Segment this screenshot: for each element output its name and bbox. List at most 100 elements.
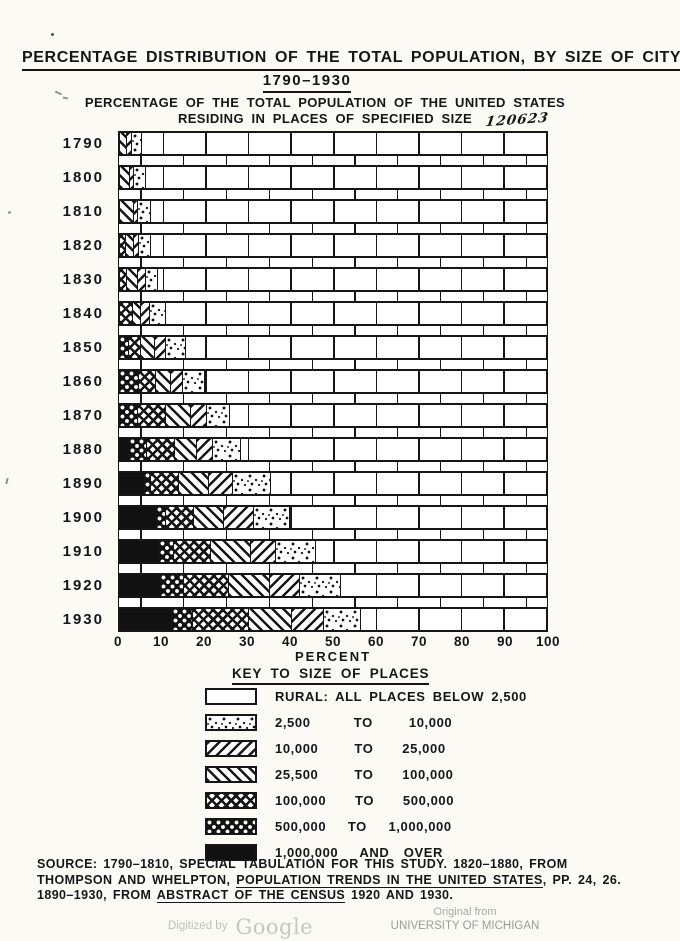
brick-line (183, 190, 185, 199)
segment-k100_500 (147, 439, 176, 460)
bar-1800 (118, 165, 548, 190)
brick-line (268, 496, 270, 505)
brick-line (247, 439, 250, 460)
brick-line (440, 360, 442, 369)
brick-line (290, 235, 292, 256)
brick-line (183, 394, 185, 403)
brick-line (418, 269, 420, 290)
brick-line (397, 292, 399, 301)
brick-line (482, 190, 484, 199)
key-swatch-black-diag-dots (205, 818, 257, 835)
bar-1840 (118, 301, 548, 326)
brick-line (226, 326, 228, 335)
brick-line (205, 303, 207, 324)
brick-line (333, 439, 335, 460)
brick-line (226, 292, 228, 301)
brick-line (311, 598, 313, 607)
brick-line (397, 224, 399, 233)
brick-line (397, 360, 399, 369)
footer-institution: UNIVERSITY OF MICHIGAN (390, 920, 540, 932)
brick-line (525, 462, 527, 471)
footer-original-from: Original from UNIVERSITY OF MICHIGAN (380, 906, 550, 932)
brick-line (268, 224, 270, 233)
axis-tick-label: 100 (535, 634, 561, 649)
brick-line (503, 303, 505, 324)
bar-row-1850: 1850 (0, 335, 548, 360)
brick-line (354, 326, 356, 335)
bar-row-1810: 1810 (0, 199, 548, 224)
segment-k25_100 (228, 575, 271, 596)
segment-k25_100 (179, 473, 209, 494)
key-entry: 25,500 TO 100,000 (205, 766, 527, 783)
segment-k2500_10 (233, 473, 272, 494)
brick-line (162, 235, 165, 256)
brick-line (162, 167, 165, 188)
brick-line (418, 337, 420, 358)
brick-line (397, 598, 399, 607)
brick-line (333, 371, 335, 392)
bar-1810 (118, 199, 548, 224)
brick-line (140, 428, 142, 437)
segment-k2500_10 (150, 303, 167, 324)
brick-line (440, 292, 442, 301)
brick-line (354, 530, 356, 539)
axis-title: PERCENT (294, 649, 372, 664)
key-label: 25,500 TO 100,000 (275, 767, 454, 782)
bar-1920 (118, 573, 548, 598)
brick-line (247, 269, 250, 290)
brick-line (268, 428, 270, 437)
brick-line (482, 496, 484, 505)
source-line3: 1890–1930, FROM ABSTRACT OF THE CENSUS 1… (37, 888, 454, 903)
brick-line (140, 394, 142, 403)
segment-k25_100 (193, 507, 225, 528)
segment-k10_25 (208, 473, 234, 494)
axis-tick-label: 40 (281, 634, 299, 649)
brick-line (140, 292, 142, 301)
axis-tick-label: 80 (453, 634, 471, 649)
year-label: 1910 (62, 543, 104, 560)
segment-k500_1000 (144, 473, 151, 494)
brick-line (525, 156, 527, 165)
brick-line (375, 201, 378, 222)
bar-row-1800: 1800 (0, 165, 548, 190)
brick-line (482, 292, 484, 301)
bar-row-1790: 1790 (0, 131, 548, 156)
brick-line (375, 405, 378, 426)
page-title-years: 1790–1930 (0, 72, 614, 93)
brick-line (397, 428, 399, 437)
brick-line (354, 190, 356, 199)
brick-line (418, 541, 420, 562)
brick-line (226, 564, 228, 573)
bar-segments (120, 235, 546, 256)
brick-line (397, 190, 399, 199)
bar-row-1840: 1840 (0, 301, 548, 326)
brick-line (503, 371, 505, 392)
chart-wall: 1790 1800 1810 1820 1830 1840 1850 1860 1870 1880… (0, 131, 548, 632)
brick-line (418, 235, 420, 256)
segment-k25_100 (165, 405, 191, 426)
segment-k2500_10 (206, 405, 231, 426)
brick-line (183, 462, 185, 471)
segment-k100_500 (120, 269, 127, 290)
segment-k10_25 (224, 507, 254, 528)
brick-line (503, 439, 505, 460)
key-label: 10,000 TO 25,000 (275, 741, 446, 756)
brick-line (226, 428, 228, 437)
brick-line (440, 258, 442, 267)
source-line2: THOMPSON AND WHELPTON, POPULATION TRENDS… (37, 872, 622, 888)
brick-line (268, 360, 270, 369)
brick-line (482, 326, 484, 335)
bar-row-1900: 1900 (0, 505, 548, 530)
brick-line (503, 269, 505, 290)
axis-tick-label: 90 (496, 634, 514, 649)
brick-line (525, 190, 527, 199)
brick-line (525, 394, 527, 403)
brick-line (397, 156, 399, 165)
brick-line (311, 530, 313, 539)
google-logo: Google (235, 915, 314, 939)
brick-line (418, 303, 420, 324)
brick-line (440, 394, 442, 403)
brick-line (440, 190, 442, 199)
bar-segments (120, 405, 546, 426)
bar-row-1920: 1920 (0, 573, 548, 598)
